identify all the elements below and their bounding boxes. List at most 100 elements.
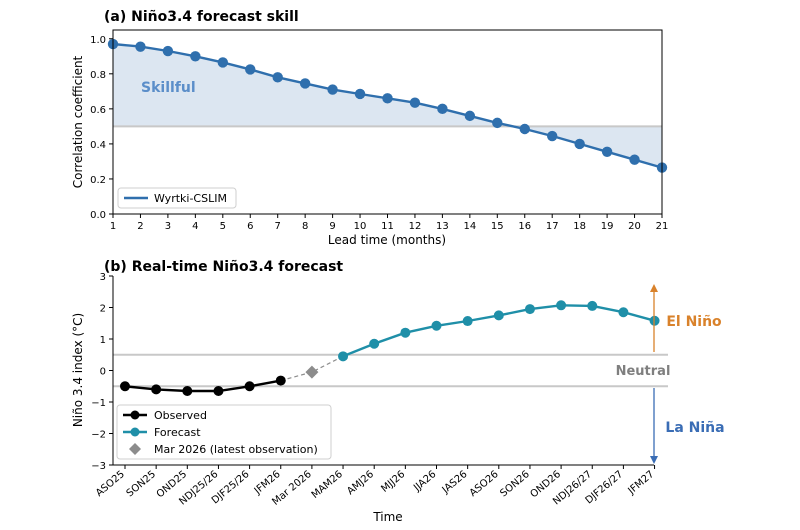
skillful-label: Skillful [141,80,196,96]
x-tick-label: 8 [302,221,308,232]
skill-point-lead-7 [272,72,283,83]
legend-marker-observed [130,410,140,420]
y-tick-label: 1 [100,335,106,346]
forecast-point-MAM26 [338,351,349,362]
skill-point-lead-2 [135,41,146,52]
x-tick-label: SON26 [498,469,531,500]
skill-point-lead-12 [409,97,421,108]
panel-b-axes-spines [112,276,654,466]
x-tick-label: 5 [220,221,226,232]
el-nino-arrow [650,284,658,352]
x-tick-label: SON25 [125,469,158,500]
x-tick-label: JFM27 [626,469,657,497]
y-tick-label: 0.6 [90,105,106,116]
x-tick-label: JAS26 [440,469,470,497]
observed-point-OND25 [182,385,193,396]
legend-marker-forecast [130,427,140,437]
forecast-point-ASO26 [493,310,504,321]
observed-series-line [124,379,282,393]
skillful-shaded-area [113,44,662,168]
skill-point-lead-4 [190,51,201,62]
x-tick-label: 10 [354,221,367,232]
panel-a-ticks: 1 2 3 4 5 6 7 8 9 10 11 12 13 14 15 16 17 18 19 20 210.00.20… [90,35,668,232]
y-tick-label: 0.4 [90,140,106,151]
forecast-point-SON26 [524,304,535,315]
panel-a-axes-frame [112,29,663,215]
x-tick-label: 1 [110,221,116,232]
skill-point-lead-5 [217,57,228,68]
forecast-point-JJA26 [431,320,442,331]
y-tick-label: 0 [100,367,106,378]
x-tick-label: 17 [546,221,559,232]
legend-label-latest: Mar 2026 (latest observation) [154,443,318,456]
skill-point-lead-18 [574,138,585,150]
x-tick-label: AMJ26 [345,469,376,497]
y-tick-label: 0.8 [90,70,106,81]
x-tick-label: 18 [573,221,586,232]
x-tick-label: 12 [409,221,422,232]
skill-point-lead-10 [354,88,366,100]
panel-b-title: (b) Real-time Niño3.4 forecast [104,259,343,275]
forecast-point-NDJ26/27 [587,300,598,311]
latest-observation-point [305,365,319,379]
forecast-point-MJJ26 [400,327,411,338]
skill-point-lead-11 [382,93,393,104]
forecast-point-JAS26 [462,316,473,327]
x-tick-label: 21 [656,221,669,232]
x-tick-label: MJJ26 [379,469,407,495]
panel-a-legend: Wyrtki-CSLIM [117,187,237,209]
skill-point-lead-9 [327,84,338,95]
skill-point-lead-3 [162,45,174,57]
x-tick-label: 3 [165,221,171,232]
latest-observation-connector [280,355,344,382]
skill-point-lead-14 [464,110,476,122]
la-nina-label: La Niña [665,420,724,436]
legend-box [116,404,332,460]
y-tick-label: −3 [91,461,106,472]
el-nino-arrow-head [650,284,658,292]
x-tick-label: 2 [137,221,143,232]
x-tick-label: 14 [463,221,476,232]
x-tick-label: 6 [247,221,253,232]
x-tick-label: ASO26 [468,469,501,499]
neutral-label: Neutral [616,364,671,379]
y-tick-label: 0.2 [90,175,106,186]
skill-point-lead-13 [437,103,448,115]
y-tick-label: 0.0 [90,210,106,221]
observed-point-DJF25/26 [244,381,255,392]
skill-point-lead-8 [299,78,311,89]
observed-point-SON25 [151,384,162,395]
la-nina-arrow-head [650,456,658,464]
y-tick-label: 3 [100,272,106,283]
legend-label-forecast: Forecast [154,426,201,439]
y-tick-label: −2 [91,430,106,441]
observed-point-NDJ25/26 [213,385,224,396]
legend-label-wyrtki: Wyrtki-CSLIM [154,192,227,205]
x-tick-label: 15 [491,221,504,232]
skill-point-lead-20 [629,154,640,165]
x-tick-label: 9 [329,221,335,232]
panel-b-ylabel: Niño 3.4 index (°C) [71,313,85,427]
x-tick-label: 19 [601,221,614,232]
panel-a-title: (a) Niño3.4 forecast skill [104,9,299,25]
observed-point-JFM26 [275,375,286,386]
panel-a-ylabel: Correlation coefficient [71,55,85,188]
y-tick-label: 2 [100,304,106,315]
panel-b-forecast-chart: (b) Real-time Niño3.4 forecast ASO25SON2… [71,259,725,524]
panel-a-skill-chart: (a) Niño3.4 forecast skill 1 2 3 4 5 6 7 8 9 10 11… [71,9,668,247]
skill-point-lead-6 [245,64,256,75]
y-tick-label: −1 [91,398,106,409]
x-tick-label: 11 [381,221,394,232]
skill-point-lead-17 [547,130,558,142]
forecast-point-AMJ26 [369,338,380,349]
legend-marker-latest [129,443,141,455]
skill-point-lead-16 [519,123,530,135]
skill-point-lead-19 [601,146,613,157]
panel-b-series-points [120,300,660,396]
forecast-point-DJF26/27 [618,307,629,318]
legend-label-observed: Observed [154,409,207,422]
x-tick-label: 20 [628,221,641,232]
y-tick-label: 1.0 [90,35,106,46]
x-tick-label: 4 [192,221,198,232]
